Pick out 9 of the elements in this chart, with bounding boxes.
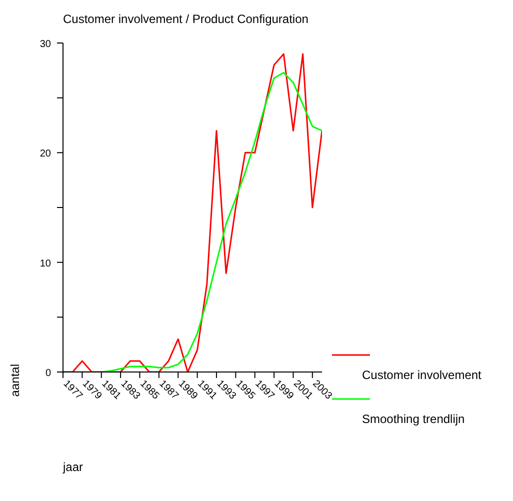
y-axis-title: aantal (8, 364, 22, 399)
y-tick-label: 0 (45, 368, 52, 379)
x-axis-title: jaar (63, 460, 84, 474)
legend-label: Smoothing trendlijn (362, 412, 466, 426)
legend-label: Customer involvement (362, 368, 482, 382)
y-tick-label: 20 (40, 148, 52, 160)
y-tick-label: 10 (40, 258, 52, 270)
y-tick-label: 30 (40, 39, 52, 50)
chart-title: Customer involvement / Product Configuration (63, 12, 308, 26)
